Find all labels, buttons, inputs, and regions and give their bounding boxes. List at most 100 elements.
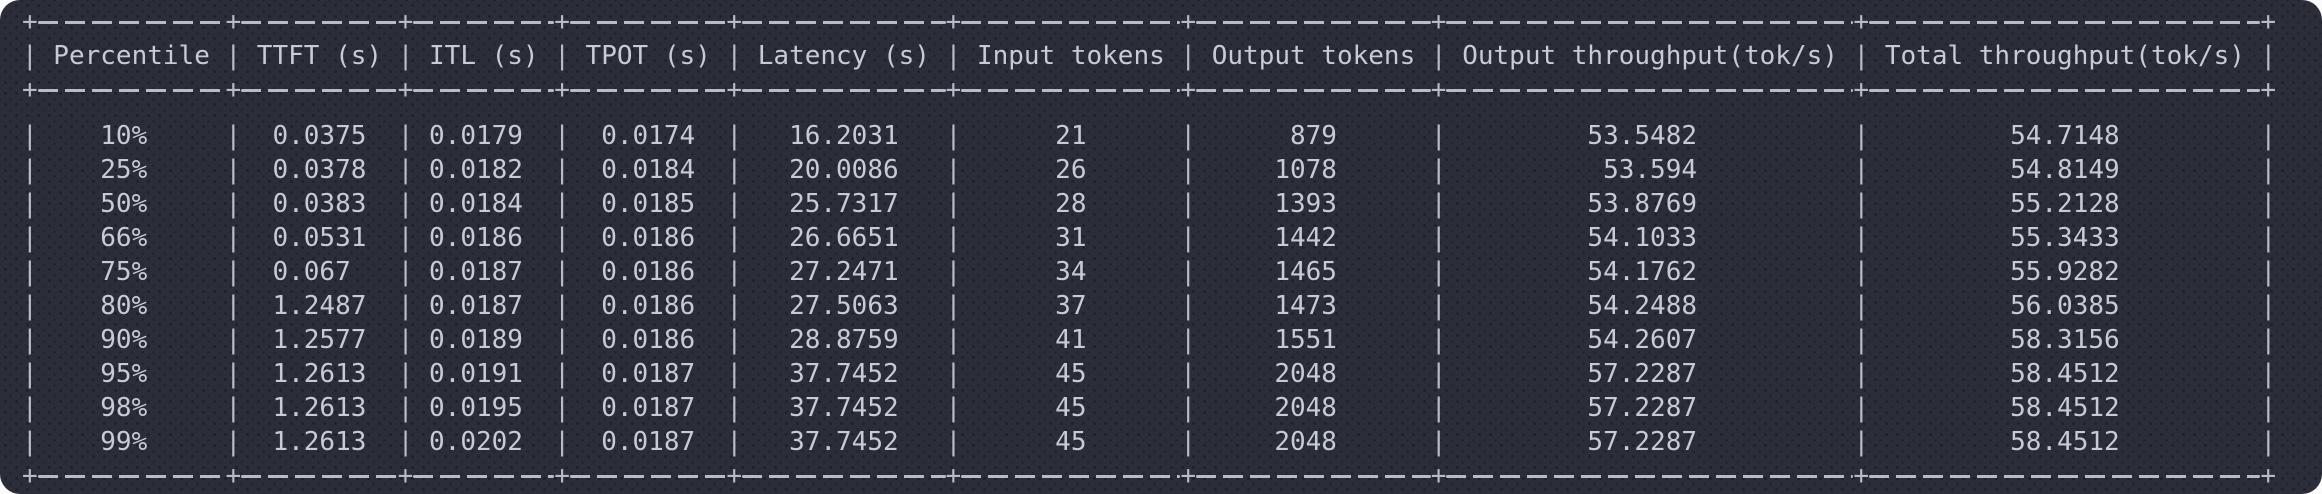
column-separator: | [225,257,242,287]
cell-output-tokens: 2048 [1196,427,1431,457]
header-cell-total-throughput: Total throughput(tok/s) [1869,41,2261,71]
column-separator: | [1853,41,1870,71]
header-cell-ttft: TTFT (s) [241,41,398,71]
cell-latency: 27.5063 [742,291,946,321]
cell-output-tokens: 2048 [1196,359,1431,389]
cell-total-throughput: 54.7148 [1869,121,2261,151]
column-separator: | [726,291,743,321]
percentile-results-table: + + + + + + + + + + | Percentile | TTFT (s) | ITL … [22,5,2300,493]
table-border-bottom: + + + + + + + + + + [22,459,2300,493]
column-separator: | [2260,257,2277,287]
cell-tpot: 0.0185 [569,189,727,219]
header-cell-itl: ITL (s) [413,41,555,71]
column-separator: | [2260,41,2277,71]
border-joint: + [22,75,38,105]
header-cell-latency: Latency (s) [742,41,946,71]
cell-percentile: 98% [37,393,226,423]
column-separator: | [2260,189,2277,219]
column-separator: | [1430,359,1447,389]
cell-ttft: 1.2613 [241,393,398,423]
column-separator: | [225,41,242,71]
border-dash [1446,475,1854,478]
column-separator: | [726,189,743,219]
cell-latency: 16.2031 [742,121,946,151]
column-separator: | [225,291,242,321]
cell-latency: 37.7452 [742,393,946,423]
column-separator: | [225,223,242,253]
column-separator: | [397,359,414,389]
table-row: | 80% | 1.2487 | 0.0187 | 0.0186 | 27.50… [22,289,2300,323]
border-joint: + [1430,7,1447,37]
border-dash [413,21,555,24]
border-dash [1869,21,2261,24]
column-separator: | [1430,291,1447,321]
column-separator: | [554,121,570,151]
column-separator: | [726,121,743,151]
border-joint: + [22,7,38,37]
column-separator: | [1430,427,1447,457]
column-separator: | [726,257,743,287]
column-separator: | [945,257,962,287]
cell-percentile: 80% [37,291,226,321]
border-dash [961,89,1181,92]
column-separator: | [945,325,962,355]
cell-output-throughput: 54.2607 [1446,325,1854,355]
header-cell-input-tokens: Input tokens [961,41,1181,71]
cell-tpot: 0.0186 [569,257,727,287]
cell-input-tokens: 28 [961,189,1181,219]
header-row: | Percentile | TTFT (s) | ITL (s) | TPOT… [22,39,2300,73]
cell-ttft: 1.2613 [241,427,398,457]
column-separator: | [22,257,38,287]
column-separator: | [1180,155,1197,185]
cell-total-throughput: 58.3156 [1869,325,2261,355]
cell-output-tokens: 1465 [1196,257,1431,287]
column-separator: | [22,41,38,71]
cell-total-throughput: 58.4512 [1869,427,2261,457]
column-separator: | [1853,189,1870,219]
border-dash [742,21,946,24]
border-dash [569,475,727,478]
column-separator: | [945,393,962,423]
column-separator: | [554,257,570,287]
border-joint: + [2260,461,2277,491]
column-separator: | [945,427,962,457]
border-dash [413,475,555,478]
column-separator: | [1180,359,1197,389]
border-dash [1195,21,1431,24]
cell-total-throughput: 55.9282 [1869,257,2261,287]
column-separator: | [22,325,38,355]
cell-ttft: 0.067 [241,257,398,287]
column-separator: | [2260,121,2277,151]
column-separator: | [1430,257,1447,287]
border-joint: + [1853,461,1870,491]
cell-output-throughput: 54.1033 [1446,223,1854,253]
cell-input-tokens: 34 [961,257,1181,287]
border-joint: + [554,461,570,491]
column-separator: | [945,121,962,151]
cell-output-tokens: 1393 [1196,189,1431,219]
cell-percentile: 90% [37,325,226,355]
column-separator: | [1180,121,1197,151]
column-separator: | [397,189,414,219]
column-separator: | [554,189,570,219]
border-dash [961,475,1181,478]
border-joint: + [225,461,242,491]
column-separator: | [1853,291,1870,321]
table-row: | 25% | 0.0378 | 0.0182 | 0.0184 | 20.00… [22,153,2300,187]
cell-ttft: 0.0375 [241,121,398,151]
column-separator: | [397,121,414,151]
column-separator: | [1853,121,1870,151]
cell-output-throughput: 57.2287 [1446,359,1854,389]
column-separator: | [726,359,743,389]
cell-latency: 28.8759 [742,325,946,355]
border-dash [569,89,727,92]
border-joint: + [1853,7,1870,37]
border-joint: + [1430,75,1447,105]
cell-percentile: 95% [37,359,226,389]
column-separator: | [554,155,570,185]
cell-output-throughput: 57.2287 [1446,393,1854,423]
cell-tpot: 0.0174 [569,121,727,151]
column-separator: | [1853,359,1870,389]
column-separator: | [225,121,242,151]
